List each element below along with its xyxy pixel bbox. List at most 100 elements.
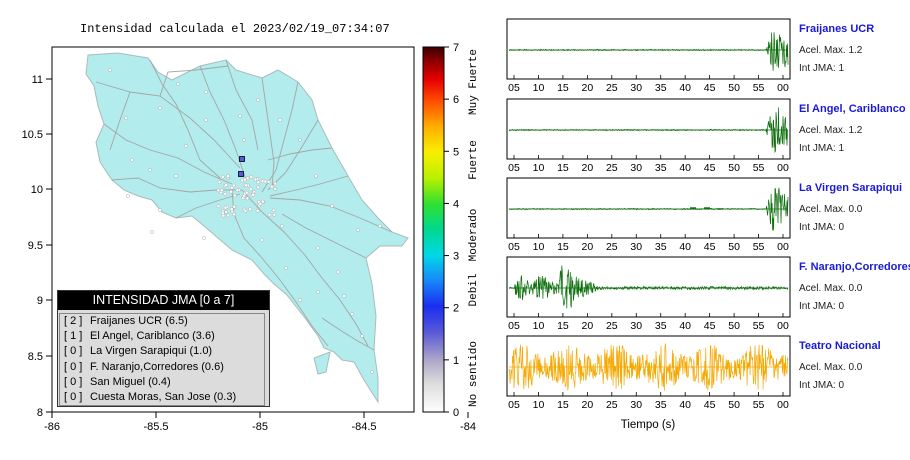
town-dot: [238, 114, 242, 118]
town-dot: [216, 204, 221, 209]
town-dot: [221, 174, 225, 179]
trace-tick-label: 20: [582, 320, 594, 332]
colorbar-tick-label: 0: [453, 407, 459, 419]
station-name: El Angel, Cariblanco: [799, 103, 906, 115]
y-tick-label: 11: [32, 74, 43, 86]
colorbar-tick-label: 2: [453, 303, 459, 315]
station-name: La Virgen Sarapiqui: [799, 182, 903, 194]
trace-tick-label: 45: [704, 162, 716, 174]
map-y-axis: 11 10.5 10 9.5 9 8.5 8: [22, 74, 52, 419]
road: [109, 91, 131, 151]
panel-frame: [506, 256, 791, 318]
y-tick-label: 9.5: [28, 240, 43, 252]
town-dot: [248, 207, 253, 212]
trace-tick-label: 30: [630, 82, 642, 94]
trace-tick-label: 50: [728, 241, 740, 253]
seismogram-panel: 05 10 15 20 25 30 35 40 45 50 55 00: [506, 335, 791, 411]
town-dot: [176, 82, 180, 86]
trace-waveform: [508, 32, 789, 71]
town-dot: [126, 194, 130, 198]
trace-tick-label: 40: [679, 399, 691, 411]
town-dot: [256, 98, 260, 102]
trace-tick-label: 20: [582, 399, 594, 411]
station-acceleration: Acel. Max. 0.0: [799, 283, 863, 294]
map-title: Intensidad calculada el 2023/02/19_07:34…: [80, 22, 390, 36]
road: [175, 193, 241, 219]
station-marker: [239, 156, 245, 162]
town-dot: [267, 212, 272, 217]
legend-item: [ 2 ] Fraijanes UCR (6.5): [64, 314, 264, 329]
town-dot: [216, 188, 221, 193]
town-dot: [350, 312, 354, 316]
town-dot: [260, 238, 264, 242]
colorbar: [422, 46, 445, 413]
town-dot: [255, 208, 260, 213]
legend-item-label: La Virgen Sarapiqui (1.0): [90, 345, 213, 358]
trace-tick-label: 15: [557, 241, 569, 253]
trace-tick-label: 10: [533, 241, 545, 253]
trace-tick-label: 35: [655, 241, 667, 253]
road: [261, 77, 275, 189]
road: [95, 81, 241, 169]
colorbar-category-label: Moderado: [468, 209, 480, 262]
trace-tick-label: 05: [508, 320, 520, 332]
trace-tick-label: 40: [679, 162, 691, 174]
seismogram-panel: 05 10 15 20 25 30 35 40 45 50 55 00: [506, 256, 791, 332]
x-tick-label: -86: [44, 421, 60, 433]
town-dot: [260, 199, 265, 204]
legend-item-count: [ 0 ]: [64, 391, 83, 404]
legend-header: INTENSIDAD JMA [0 a 7]: [58, 291, 269, 310]
seismogram-panel: 05 10 15 20 25 30 35 40 45 50 55 00: [506, 18, 791, 94]
colorbar-tick-label: 3: [453, 251, 459, 263]
legend-item: [ 0 ] San Miguel (0.4): [64, 375, 264, 390]
town-dot: [219, 188, 224, 193]
legend-item: [ 0 ] Cuesta Moras, San Jose (0.3): [64, 390, 264, 405]
trace-tick-label: 00: [777, 320, 789, 332]
town-dot: [108, 68, 112, 72]
town-dot: [174, 174, 178, 178]
road: [149, 59, 221, 179]
trace-tick-label: 55: [753, 162, 765, 174]
colorbar-category-label: No sentido: [468, 341, 480, 407]
trace-tick-label: 40: [679, 241, 691, 253]
town-dot: [229, 185, 234, 190]
station-acceleration: Acel. Max. 0.0: [799, 362, 863, 373]
trace-tick-label: 55: [753, 399, 765, 411]
legend-item-label: El Angel, Cariblanco (3.6): [90, 330, 215, 343]
road: [267, 147, 333, 161]
trace-tick-label: 35: [655, 82, 667, 94]
legend-item-label: San Miguel (0.4): [90, 375, 171, 388]
legend-item: [ 0 ] La Virgen Sarapiqui (1.0): [64, 344, 264, 359]
colorbar-tick-label: 4: [453, 198, 459, 210]
colorbar-category-label: Muy Fuerte: [468, 49, 480, 115]
town-dot: [235, 188, 240, 193]
trace-tick-label: 50: [728, 399, 740, 411]
town-dot: [245, 176, 250, 180]
trace-tick-label: 40: [679, 320, 691, 332]
colorbar-categories: Muy Fuerte Fuerte Moderado Debil No sentido: [468, 49, 480, 407]
x-tick-label: -85.5: [143, 421, 168, 433]
town-dot: [148, 168, 152, 172]
map-x-axis: -86-85.5-85-84.5-84-83.5-83: [44, 412, 476, 433]
road: [231, 189, 329, 347]
colorbar-category-label: Debil: [468, 273, 480, 306]
trace-tick-label: 20: [582, 162, 594, 174]
road: [261, 81, 299, 193]
x-tick-label: -85: [252, 421, 268, 433]
town-dot: [298, 138, 302, 142]
trace-tick-label: 30: [630, 241, 642, 253]
town-dot: [229, 189, 233, 194]
station-markers: [238, 156, 245, 177]
trace-tick-label: 25: [606, 162, 618, 174]
station-marker: [238, 171, 244, 177]
town-dot: [226, 213, 231, 218]
trace-tick-label: 20: [582, 241, 594, 253]
trace-tick-label: 25: [606, 82, 618, 94]
town-dot: [244, 183, 249, 188]
trace-tick-label: 20: [582, 82, 594, 94]
legend-item-count: [ 1 ]: [64, 330, 83, 343]
colorbar-tick-label: 1: [453, 355, 459, 367]
town-dot: [273, 181, 278, 186]
town-dot: [221, 213, 226, 218]
trace-tick-label: 05: [508, 82, 520, 94]
